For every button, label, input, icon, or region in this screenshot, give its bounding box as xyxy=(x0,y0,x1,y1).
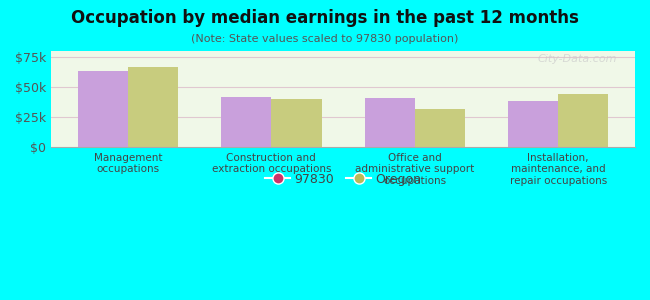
Text: Occupation by median earnings in the past 12 months: Occupation by median earnings in the pas… xyxy=(71,9,579,27)
Bar xyxy=(271,99,322,147)
Bar xyxy=(508,101,558,147)
Bar xyxy=(365,98,415,147)
Bar xyxy=(128,67,178,147)
Text: City-Data.com: City-Data.com xyxy=(538,54,617,64)
Text: (Note: State values scaled to 97830 population): (Note: State values scaled to 97830 popu… xyxy=(191,34,459,44)
Bar xyxy=(558,94,608,147)
Bar xyxy=(77,71,128,147)
Legend: 97830, Oregon: 97830, Oregon xyxy=(260,168,426,191)
Bar xyxy=(221,97,271,147)
Bar xyxy=(415,109,465,147)
